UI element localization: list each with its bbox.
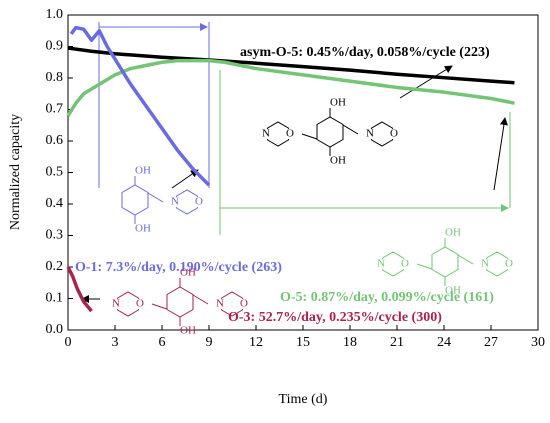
y-tick-label: 0.8 [46,70,64,85]
bond [192,294,209,305]
y-tick-label: 1.0 [46,7,64,22]
bond [151,303,168,310]
atom-bg [366,129,374,139]
x-tick-label: 21 [390,335,404,350]
atom-bg [390,129,398,139]
x-tick-label: 3 [112,335,119,350]
y-tick-label: 0.9 [46,39,64,54]
ring [121,184,149,216]
atom-label: OH [445,227,461,239]
atom-label: OH [330,155,346,167]
atom-bg [216,299,224,309]
ring [166,286,194,318]
molecule: OH OH N O [121,165,203,235]
atom-label: O [195,196,203,208]
atom-label: N [377,258,385,270]
x-tick-label: 15 [296,335,310,350]
atom-label: N [112,298,120,310]
atom-label: OH [180,325,196,337]
atom-label: N [216,298,224,310]
bond [416,263,433,270]
atom-bg [505,259,513,269]
atom-bg [262,129,270,139]
y-tick-label: 0.4 [46,196,64,211]
y-tick-label: 0.6 [46,133,64,148]
y-tick-label: 0.7 [46,102,64,117]
bond [147,192,164,203]
molecule: OH OH N O N O [112,267,248,337]
x-axis-label: Time (d) [279,392,328,407]
ring [371,121,393,147]
atom-bg [240,299,248,309]
ring [117,291,139,317]
data-line [66,266,93,313]
ring [316,116,344,148]
ring [486,251,508,277]
molecule: OH OH N O N O [377,227,513,297]
series-label: O-5: 0.87%/day, 0.099%/cycle (161) [280,290,494,305]
series-label: O-3: 52.7%/day, 0.235%/cycle (300) [228,310,442,325]
atom-label: O [401,258,409,270]
atom-bg [286,129,294,139]
atom-label: N [481,258,489,270]
x-tick-label: 6 [159,335,166,350]
x-tick-label: 24 [437,335,451,350]
bond [301,133,318,140]
ring [176,189,198,215]
y-tick-label: 0.0 [46,322,64,337]
y-tick-label: 0.3 [46,228,64,243]
x-tick-label: 0 [65,335,72,350]
atom-bg [401,259,409,269]
y-tick-label: 0.1 [46,291,64,306]
data-line [69,25,211,187]
atom-label: O [240,298,248,310]
atom-label: O [390,128,398,140]
atom-bg [195,197,203,207]
x-tick-label: 27 [484,335,498,350]
x-tick-label: 9 [206,335,213,350]
atom-label: N [171,196,179,208]
atom-label: OH [135,223,151,235]
atom-label: OH [180,267,196,279]
series-label: asym-O-5: 0.45%/day, 0.058%/cycle (223) [240,45,490,60]
series-label: O-1: 7.3%/day, 0.190%/cycle (263) [75,260,282,275]
ring [221,291,243,317]
atom-label: O [286,128,294,140]
annotations [81,22,511,303]
y-tick-label: 0.2 [46,259,64,274]
x-tick-label: 30 [531,335,545,350]
atom-label: N [262,128,270,140]
bond [457,254,474,265]
atom-label: OH [330,97,346,109]
ring [382,251,404,277]
ring [267,121,289,147]
atom-bg [136,299,144,309]
y-tick-label: 0.5 [46,165,64,180]
x-tick-label: 18 [343,335,357,350]
ring [431,246,459,278]
atom-bg [171,197,179,207]
atom-label: N [366,128,374,140]
atom-bg [377,259,385,269]
atom-label: OH [445,285,461,297]
x-tick-label: 12 [249,335,263,350]
atom-bg [481,259,489,269]
atom-bg [112,299,120,309]
y-axis-label: Normalized capacity [8,114,23,230]
bond [342,124,359,135]
data-line [66,58,515,117]
atom-label: O [505,258,513,270]
molecule: OH OH N O N O [262,97,398,167]
atom-label: OH [135,165,151,177]
atom-label: O [136,298,144,310]
